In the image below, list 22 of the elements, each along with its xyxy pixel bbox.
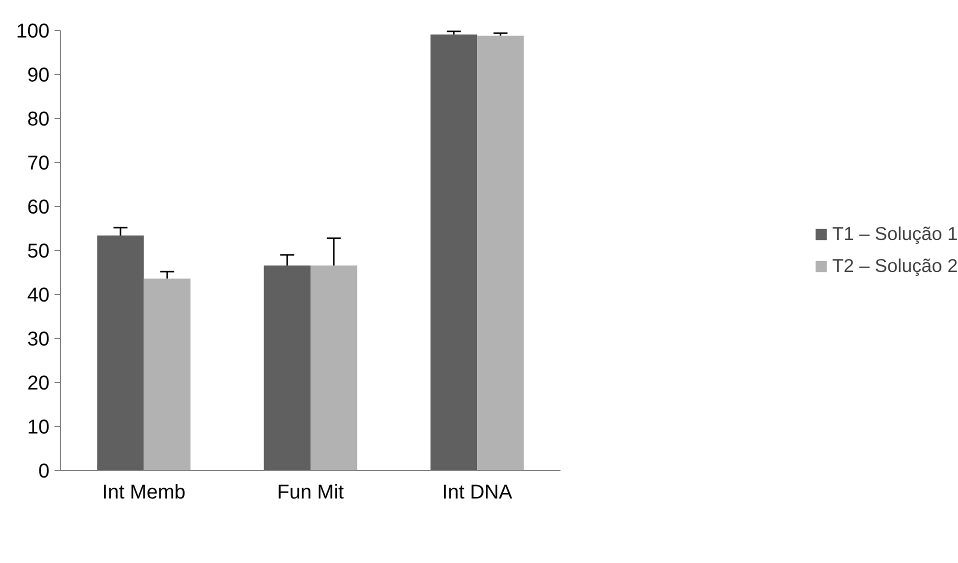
y-tick-label: 50 bbox=[27, 240, 50, 262]
x-tick-label: Fun Mit bbox=[277, 482, 344, 504]
y-tick-label: 70 bbox=[27, 152, 50, 174]
legend-label: T2 – Solução 2 bbox=[832, 255, 958, 277]
y-tick-label: 10 bbox=[27, 416, 50, 438]
bar bbox=[477, 36, 524, 470]
bar bbox=[264, 265, 310, 470]
y-tick-label: 60 bbox=[27, 196, 50, 218]
y-tick-label: 0 bbox=[38, 460, 50, 482]
x-tick-label: Int DNA bbox=[442, 482, 513, 504]
y-tick-label: 100 bbox=[16, 20, 50, 42]
x-tick-label: Int Memb bbox=[102, 482, 186, 504]
y-tick-label: 80 bbox=[27, 108, 50, 130]
bar bbox=[97, 236, 144, 470]
y-tick-label: 90 bbox=[27, 64, 50, 86]
y-tick-label: 40 bbox=[27, 284, 50, 306]
bar bbox=[144, 278, 190, 470]
bar bbox=[430, 34, 478, 470]
y-tick-label: 20 bbox=[27, 372, 50, 394]
y-tick-label: 30 bbox=[27, 328, 50, 350]
legend-label: T1 – Solução 1 bbox=[832, 223, 958, 245]
bar bbox=[310, 265, 358, 470]
